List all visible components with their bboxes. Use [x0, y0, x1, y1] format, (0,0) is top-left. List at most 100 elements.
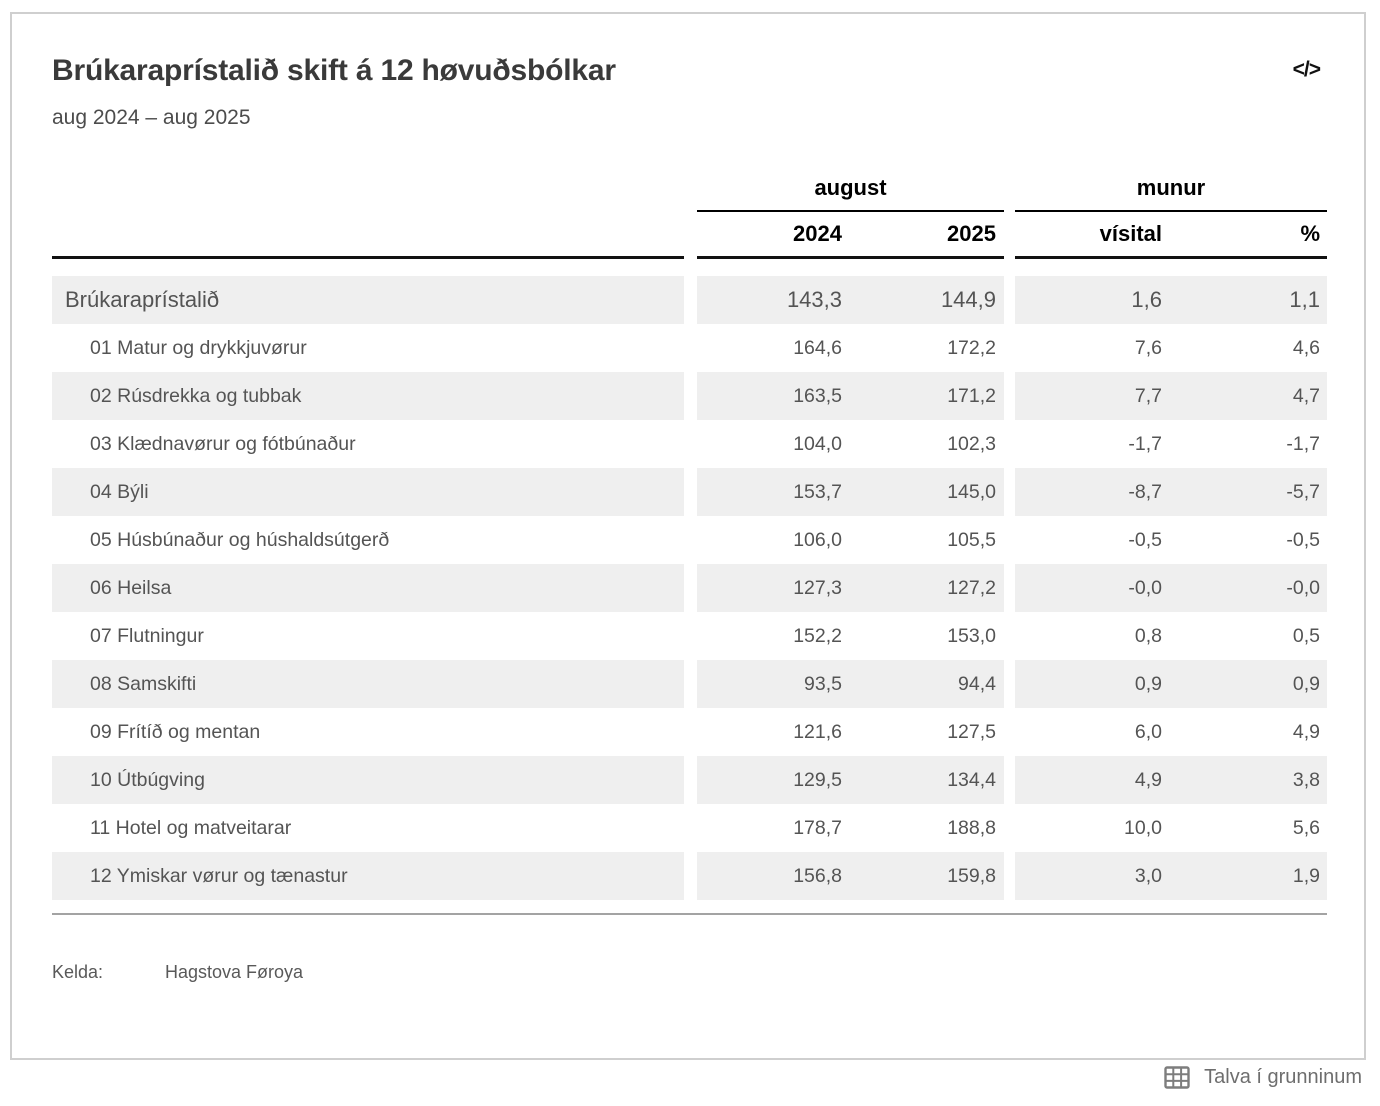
row-value-2025: 145,0 — [842, 468, 1004, 516]
column-header-visital: vísital — [1015, 212, 1162, 259]
row-label: 02 Rúsdrekka og tubbak — [52, 372, 684, 420]
table-row: 12 Ymiskar vørur og tænastur 156,8 159,8… — [52, 852, 1327, 900]
row-label: 09 Frítíð og mentan — [90, 720, 261, 743]
date-range-subtitle: aug 2024 – aug 2025 — [52, 106, 251, 129]
row-value-visital: -1,7 — [1128, 432, 1162, 455]
row-label: 05 Húsbúnaður og húshaldsútgerð — [90, 528, 390, 551]
row-value-2024: 153,7 — [697, 468, 842, 516]
row-value-2025: 172,2 — [947, 336, 996, 359]
row-value-percent: 1,1 — [1162, 276, 1327, 324]
row-value-percent: 4,7 — [1162, 372, 1327, 420]
row-label: 11 Hotel og matveitarar — [90, 816, 292, 839]
row-value-2024: 163,5 — [697, 372, 842, 420]
row-label: 10 Útbúgving — [52, 756, 684, 804]
column-header-2024: 2024 — [697, 212, 842, 259]
data-table: august munur 2024 2025 vísital % Brúkara… — [52, 170, 1327, 915]
embed-code-icon[interactable]: </> — [1292, 58, 1321, 81]
row-value-percent: 4,6 — [1292, 336, 1320, 359]
row-value-2024: 152,2 — [793, 624, 842, 647]
row-value-2024: 121,6 — [793, 720, 842, 743]
row-value-2024: 106,0 — [793, 528, 842, 551]
row-value-2025: 153,0 — [947, 624, 996, 647]
row-value-percent: -0,5 — [1286, 528, 1320, 551]
row-value-visital: 7,6 — [1134, 336, 1162, 359]
row-value-visital: -0,5 — [1128, 528, 1162, 551]
row-value-2024: 178,7 — [793, 816, 842, 839]
row-value-percent: -1,7 — [1286, 432, 1320, 455]
row-value-percent: 0,5 — [1292, 624, 1320, 647]
row-value-percent: 3,8 — [1162, 756, 1327, 804]
group-header-munur: munur — [1015, 170, 1327, 212]
table-link-label: Talva í grunninum — [1204, 1066, 1362, 1088]
table-row: 01 Matur og drykkjuvørur 164,6 172,2 7,6… — [52, 324, 1327, 372]
row-value-2025: 144,9 — [842, 276, 1004, 324]
row-value-percent: 1,9 — [1162, 852, 1327, 900]
row-value-2024: 127,3 — [697, 564, 842, 612]
table-row: 07 Flutningur 152,2 153,0 0,8 0,5 — [52, 612, 1327, 660]
table-row: 08 Samskifti 93,5 94,4 0,9 0,9 — [52, 660, 1327, 708]
row-value-visital: 7,7 — [1015, 372, 1162, 420]
row-label: 04 Býli — [52, 468, 684, 516]
source-row: Kelda: Hagstova Føroya — [52, 962, 303, 983]
row-value-visital: 0,8 — [1134, 624, 1162, 647]
table-widget-card: Brúkaraprístalið skift á 12 høvuðsbólkar… — [10, 12, 1366, 1060]
table-row: 04 Býli 153,7 145,0 -8,7 -5,7 — [52, 468, 1327, 516]
row-value-2025: 127,2 — [842, 564, 1004, 612]
column-header-2025: 2025 — [842, 212, 1004, 259]
table-row: 10 Útbúgving 129,5 134,4 4,9 3,8 — [52, 756, 1327, 804]
source-label: Kelda: — [52, 962, 104, 982]
row-value-2024: 93,5 — [697, 660, 842, 708]
row-label: 06 Heilsa — [52, 564, 684, 612]
row-value-2024: 104,0 — [793, 432, 842, 455]
row-value-2025: 134,4 — [842, 756, 1004, 804]
table-bottom-rule — [52, 913, 1327, 915]
column-header-percent: % — [1162, 212, 1327, 259]
row-value-2024: 129,5 — [697, 756, 842, 804]
row-label: 03 Klædnavørur og fótbúnaður — [90, 432, 356, 455]
row-value-percent: -5,7 — [1162, 468, 1327, 516]
row-value-2025: 159,8 — [842, 852, 1004, 900]
row-value-percent: 4,9 — [1292, 720, 1320, 743]
table-row: 03 Klædnavørur og fótbúnaður 104,0 102,3… — [52, 420, 1327, 468]
row-value-percent: 0,9 — [1162, 660, 1327, 708]
row-value-2025: 105,5 — [947, 528, 996, 551]
row-value-visital: 10,0 — [1124, 816, 1162, 839]
row-value-visital: 0,9 — [1015, 660, 1162, 708]
row-label: Brúkaraprístalið — [52, 276, 684, 324]
row-value-2025: 127,5 — [947, 720, 996, 743]
row-value-visital: 3,0 — [1015, 852, 1162, 900]
row-value-percent: 5,6 — [1292, 816, 1320, 839]
row-value-visital: 6,0 — [1134, 720, 1162, 743]
table-group-header-row: august munur — [52, 170, 1327, 212]
table-in-statbank-link[interactable]: Talva í grunninum — [1164, 1066, 1362, 1089]
row-label: 07 Flutningur — [90, 624, 204, 647]
row-value-visital: 1,6 — [1015, 276, 1162, 324]
group-header-august: august — [697, 170, 1004, 212]
table-row: 09 Frítíð og mentan 121,6 127,5 6,0 4,9 — [52, 708, 1327, 756]
row-value-visital: -0,0 — [1015, 564, 1162, 612]
source-value: Hagstova Føroya — [165, 962, 304, 982]
row-value-2025: 188,8 — [947, 816, 996, 839]
table-grid-icon — [1164, 1066, 1190, 1089]
column-header-empty — [52, 212, 684, 259]
row-value-2024: 164,6 — [793, 336, 842, 359]
row-value-2024: 156,8 — [697, 852, 842, 900]
row-label: 01 Matur og drykkjuvørur — [90, 336, 307, 359]
table-body: Brúkaraprístalið 143,3 144,9 1,6 1,1 01 … — [52, 276, 1327, 900]
row-label: 12 Ymiskar vørur og tænastur — [52, 852, 684, 900]
row-label: 08 Samskifti — [52, 660, 684, 708]
table-row: 06 Heilsa 127,3 127,2 -0,0 -0,0 — [52, 564, 1327, 612]
row-value-visital: 4,9 — [1015, 756, 1162, 804]
table-row: Brúkaraprístalið 143,3 144,9 1,6 1,1 — [52, 276, 1327, 324]
page-title: Brúkaraprístalið skift á 12 høvuðsbólkar — [52, 54, 616, 87]
row-value-visital: -8,7 — [1015, 468, 1162, 516]
table-row: 11 Hotel og matveitarar 178,7 188,8 10,0… — [52, 804, 1327, 852]
table-row: 02 Rúsdrekka og tubbak 163,5 171,2 7,7 4… — [52, 372, 1327, 420]
table-row: 05 Húsbúnaður og húshaldsútgerð 106,0 10… — [52, 516, 1327, 564]
row-value-2025: 94,4 — [842, 660, 1004, 708]
row-value-2025: 102,3 — [947, 432, 996, 455]
row-value-2024: 143,3 — [697, 276, 842, 324]
table-column-header-row: 2024 2025 vísital % — [52, 212, 1327, 259]
row-value-2025: 171,2 — [842, 372, 1004, 420]
row-value-percent: -0,0 — [1162, 564, 1327, 612]
